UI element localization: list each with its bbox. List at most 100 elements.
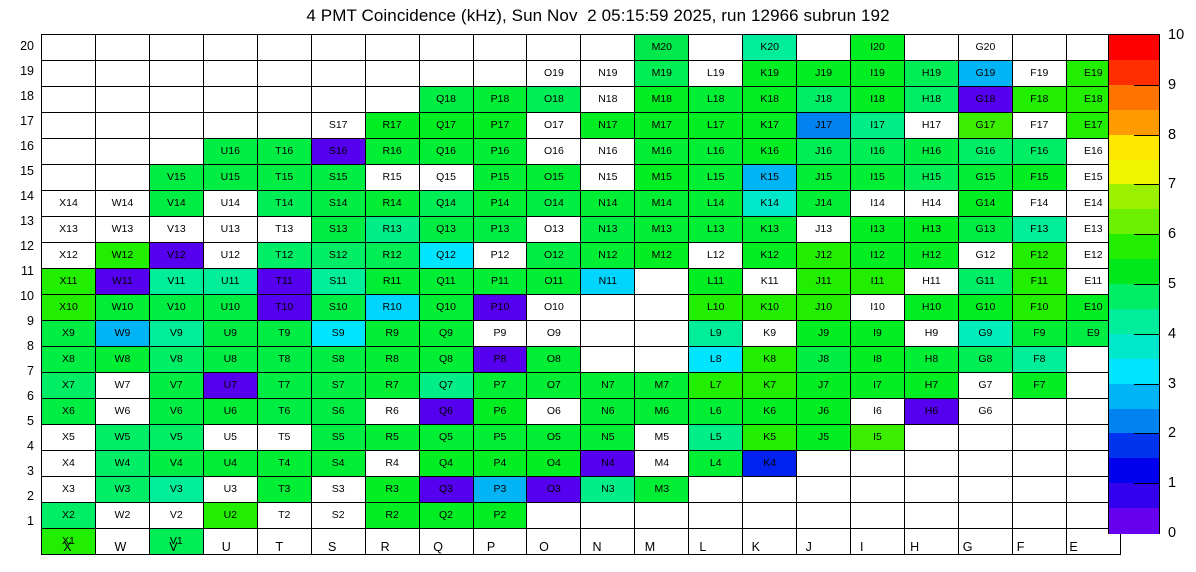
heatmap-cell-I6[interactable]: I6 <box>850 398 905 425</box>
heatmap-cell-M12[interactable]: M12 <box>634 242 690 269</box>
heatmap-cell-empty[interactable] <box>634 268 690 295</box>
heatmap-cell-O5[interactable]: O5 <box>526 424 582 451</box>
heatmap-cell-empty[interactable] <box>364 34 420 61</box>
heatmap-cell-O17[interactable]: O17 <box>526 112 582 139</box>
heatmap-cell-empty[interactable] <box>580 502 636 529</box>
heatmap-cell-I9[interactable]: I9 <box>850 320 905 347</box>
heatmap-cell-G18[interactable]: G18 <box>957 86 1013 113</box>
heatmap-cell-empty[interactable] <box>796 450 852 477</box>
heatmap-cell-V4[interactable]: V4 <box>148 450 204 477</box>
heatmap-cell-empty[interactable] <box>148 34 204 61</box>
heatmap-cell-empty[interactable] <box>904 528 959 555</box>
heatmap-cell-N19[interactable]: N19 <box>580 60 636 87</box>
heatmap-cell-T8[interactable]: T8 <box>256 346 312 373</box>
heatmap-cell-F16[interactable]: F16 <box>1011 138 1067 165</box>
heatmap-cell-Q12[interactable]: Q12 <box>418 242 474 269</box>
heatmap-cell-L15[interactable]: L15 <box>688 164 744 191</box>
heatmap-cell-T14[interactable]: T14 <box>256 190 312 217</box>
heatmap-cell-M5[interactable]: M5 <box>634 424 690 451</box>
heatmap-cell-I10[interactable]: I10 <box>850 294 905 321</box>
heatmap-cell-empty[interactable] <box>148 112 204 139</box>
heatmap-cell-F9[interactable]: F9 <box>1011 320 1067 347</box>
heatmap-cell-H15[interactable]: H15 <box>904 164 959 191</box>
heatmap-cell-R14[interactable]: R14 <box>364 190 420 217</box>
heatmap-cell-V9[interactable]: V9 <box>148 320 204 347</box>
heatmap-cell-empty[interactable] <box>256 60 312 87</box>
heatmap-cell-empty[interactable] <box>41 112 96 139</box>
heatmap-cell-empty[interactable] <box>634 502 690 529</box>
heatmap-cell-G7[interactable]: G7 <box>957 372 1013 399</box>
heatmap-cell-J7[interactable]: J7 <box>796 372 852 399</box>
heatmap-cell-X1[interactable]: X1 <box>41 528 96 555</box>
heatmap-cell-U11[interactable]: U11 <box>202 268 258 295</box>
heatmap-cell-K20[interactable]: K20 <box>742 34 798 61</box>
heatmap-cell-P15[interactable]: P15 <box>472 164 528 191</box>
heatmap-cell-W14[interactable]: W14 <box>94 190 150 217</box>
heatmap-cell-X2[interactable]: X2 <box>41 502 96 529</box>
heatmap-cell-M19[interactable]: M19 <box>634 60 690 87</box>
heatmap-cell-T2[interactable]: T2 <box>256 502 312 529</box>
heatmap-cell-J14[interactable]: J14 <box>796 190 852 217</box>
heatmap-cell-empty[interactable] <box>41 34 96 61</box>
heatmap-cell-K11[interactable]: K11 <box>742 268 798 295</box>
heatmap-cell-L4[interactable]: L4 <box>688 450 744 477</box>
heatmap-cell-empty[interactable] <box>904 450 959 477</box>
heatmap-cell-H8[interactable]: H8 <box>904 346 959 373</box>
heatmap-cell-empty[interactable] <box>472 528 528 555</box>
heatmap-cell-G8[interactable]: G8 <box>957 346 1013 373</box>
heatmap-cell-empty[interactable] <box>472 60 528 87</box>
heatmap-cell-S5[interactable]: S5 <box>310 424 366 451</box>
heatmap-cell-N11[interactable]: N11 <box>580 268 636 295</box>
heatmap-cell-F8[interactable]: F8 <box>1011 346 1067 373</box>
heatmap-cell-H7[interactable]: H7 <box>904 372 959 399</box>
heatmap-cell-X4[interactable]: X4 <box>41 450 96 477</box>
heatmap-cell-S4[interactable]: S4 <box>310 450 366 477</box>
heatmap-cell-L5[interactable]: L5 <box>688 424 744 451</box>
heatmap-cell-L16[interactable]: L16 <box>688 138 744 165</box>
heatmap-cell-empty[interactable] <box>904 424 959 451</box>
heatmap-cell-empty[interactable] <box>742 528 798 555</box>
heatmap-cell-K5[interactable]: K5 <box>742 424 798 451</box>
heatmap-cell-L7[interactable]: L7 <box>688 372 744 399</box>
heatmap-cell-empty[interactable] <box>957 502 1013 529</box>
heatmap-cell-empty[interactable] <box>41 164 96 191</box>
heatmap-cell-empty[interactable] <box>310 34 366 61</box>
heatmap-cell-O14[interactable]: O14 <box>526 190 582 217</box>
heatmap-cell-K9[interactable]: K9 <box>742 320 798 347</box>
heatmap-cell-N6[interactable]: N6 <box>580 398 636 425</box>
heatmap-cell-W8[interactable]: W8 <box>94 346 150 373</box>
heatmap-cell-empty[interactable] <box>957 450 1013 477</box>
heatmap-cell-P14[interactable]: P14 <box>472 190 528 217</box>
heatmap-cell-O10[interactable]: O10 <box>526 294 582 321</box>
heatmap-cell-M20[interactable]: M20 <box>634 34 690 61</box>
heatmap-cell-H14[interactable]: H14 <box>904 190 959 217</box>
heatmap-cell-U5[interactable]: U5 <box>202 424 258 451</box>
heatmap-cell-X5[interactable]: X5 <box>41 424 96 451</box>
heatmap-cell-F14[interactable]: F14 <box>1011 190 1067 217</box>
heatmap-cell-H16[interactable]: H16 <box>904 138 959 165</box>
heatmap-cell-O9[interactable]: O9 <box>526 320 582 347</box>
heatmap-cell-V6[interactable]: V6 <box>148 398 204 425</box>
heatmap-cell-N17[interactable]: N17 <box>580 112 636 139</box>
heatmap-cell-X13[interactable]: X13 <box>41 216 96 243</box>
heatmap-cell-R3[interactable]: R3 <box>364 476 420 503</box>
heatmap-cell-F11[interactable]: F11 <box>1011 268 1067 295</box>
heatmap-cell-F18[interactable]: F18 <box>1011 86 1067 113</box>
heatmap-cell-K6[interactable]: K6 <box>742 398 798 425</box>
heatmap-cell-W4[interactable]: W4 <box>94 450 150 477</box>
heatmap-cell-R8[interactable]: R8 <box>364 346 420 373</box>
heatmap-cell-G12[interactable]: G12 <box>957 242 1013 269</box>
heatmap-cell-empty[interactable] <box>904 34 959 61</box>
heatmap-cell-empty[interactable] <box>634 346 690 373</box>
heatmap-cell-G14[interactable]: G14 <box>957 190 1013 217</box>
heatmap-cell-O18[interactable]: O18 <box>526 86 582 113</box>
heatmap-cell-G10[interactable]: G10 <box>957 294 1013 321</box>
heatmap-cell-K12[interactable]: K12 <box>742 242 798 269</box>
heatmap-cell-Q16[interactable]: Q16 <box>418 138 474 165</box>
heatmap-cell-M16[interactable]: M16 <box>634 138 690 165</box>
heatmap-cell-I15[interactable]: I15 <box>850 164 905 191</box>
heatmap-cell-G6[interactable]: G6 <box>957 398 1013 425</box>
heatmap-cell-X7[interactable]: X7 <box>41 372 96 399</box>
heatmap-cell-empty[interactable] <box>418 528 474 555</box>
heatmap-cell-M7[interactable]: M7 <box>634 372 690 399</box>
